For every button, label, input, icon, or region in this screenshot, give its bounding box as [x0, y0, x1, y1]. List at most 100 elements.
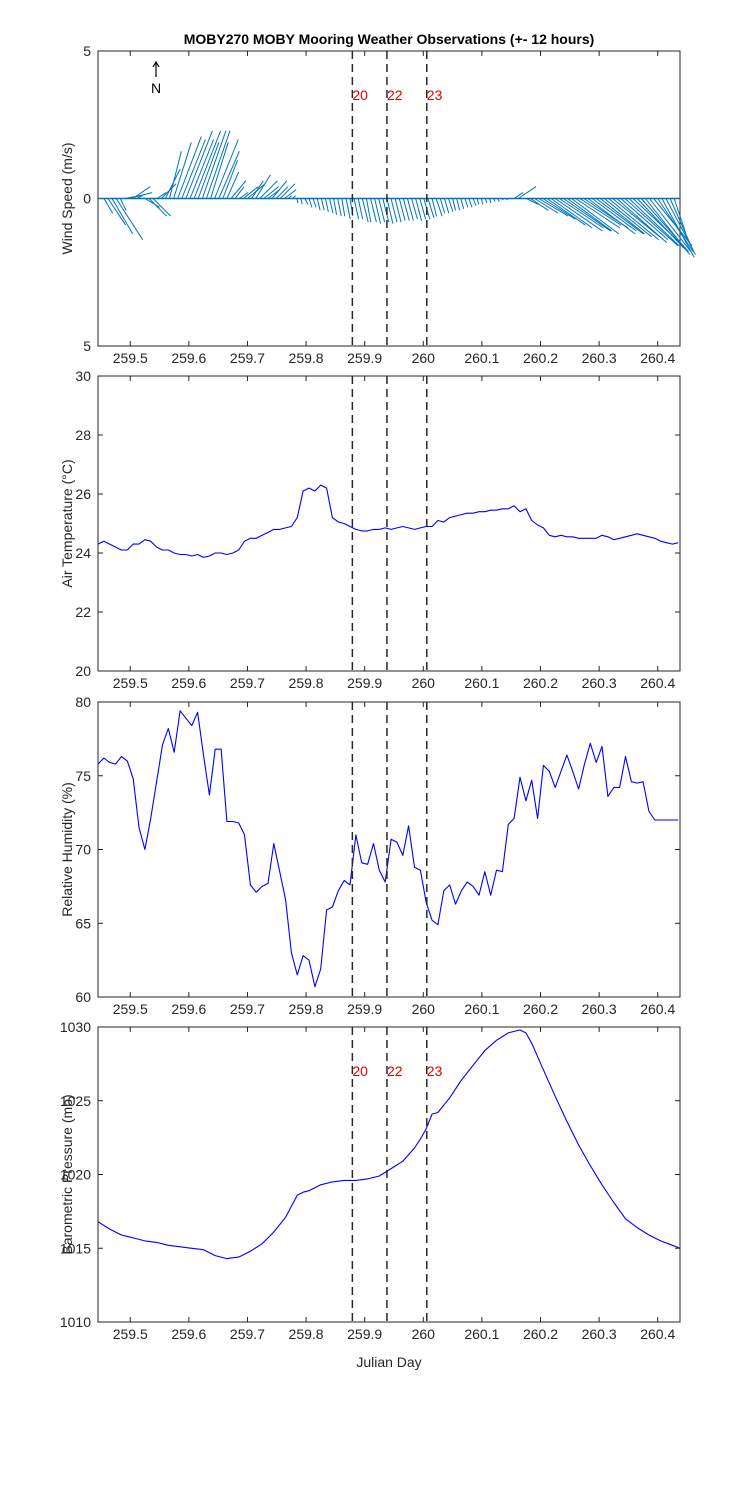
- y-tick-label: 30: [75, 368, 91, 384]
- wind-vector: [263, 186, 279, 199]
- wind-vector: [394, 198, 402, 223]
- observation-marker-label: 20: [352, 1063, 368, 1079]
- wind-vector: [308, 198, 313, 208]
- wind-vector: [439, 198, 446, 214]
- wind-vector: [370, 198, 377, 223]
- x-tick-label: 260.4: [640, 675, 675, 691]
- y-tick-label: 0: [83, 191, 91, 207]
- wind-vector: [312, 198, 317, 208]
- observation-marker-label: 20: [352, 87, 368, 103]
- wind-vector: [550, 198, 593, 229]
- wind-vector: [476, 198, 480, 205]
- x-tick-label: 259.6: [171, 1001, 206, 1017]
- wind-vector: [292, 195, 296, 199]
- wind-vector: [275, 186, 289, 199]
- y-tick-label: 75: [75, 768, 91, 784]
- wind-vector: [337, 198, 342, 217]
- wind-vector: [501, 198, 504, 201]
- wind-vector: [255, 174, 271, 199]
- x-tick-label: 259.8: [289, 675, 324, 691]
- wind-vector: [427, 198, 435, 218]
- panels: 259.5 259.6 259.7 259.8 259.9 26 0 260.1 260.2 26…: [59, 43, 696, 1342]
- x-tick-label: 260.1: [464, 350, 499, 366]
- wind-vector: [115, 198, 144, 241]
- wind-vector: [468, 198, 473, 208]
- wind-vector: [472, 198, 477, 207]
- wind-vector: [320, 198, 325, 211]
- wind-vector: [398, 198, 406, 221]
- y-tick-label: 26: [75, 486, 91, 502]
- x-tick-label: 260.2: [523, 675, 558, 691]
- x-tick-label: 259.7: [230, 675, 265, 691]
- wind-vector: [505, 198, 508, 201]
- wind-vector: [493, 198, 496, 202]
- wind-vector: [628, 198, 680, 247]
- x-tick-label: 259.9: [347, 675, 382, 691]
- wind-vector: [296, 198, 299, 204]
- wind-vector: [259, 180, 278, 199]
- y-tick-label: 1015: [60, 1240, 91, 1256]
- y-tick-label: 5: [83, 338, 91, 354]
- x-tick-label: 260.1: [464, 1001, 499, 1017]
- wind-vector: [197, 142, 220, 199]
- wind-vector: [329, 198, 334, 214]
- x-tick-label: 259.5: [113, 675, 148, 691]
- x-tick-label: 259.8: [289, 1326, 324, 1342]
- wind-vector: [378, 198, 386, 223]
- wind-y-axis-label: Wind Speed (m/s): [59, 142, 75, 254]
- wind-vector: [571, 198, 620, 235]
- wind-vector: [300, 198, 303, 205]
- wind-vector: [189, 139, 215, 199]
- x-tick-label: 260.2: [523, 350, 558, 366]
- x-tick-label: 260.4: [640, 1001, 675, 1017]
- wind-vector: [218, 151, 240, 199]
- wind-vector: [636, 198, 685, 249]
- wind-vector: [374, 198, 382, 224]
- wind-vector: [669, 198, 695, 252]
- wind-vector: [353, 198, 360, 220]
- wind-vector: [205, 130, 231, 199]
- wind-vector: [386, 198, 394, 224]
- wind-vector: [431, 198, 437, 217]
- wind-vector: [214, 139, 239, 199]
- airtemp-series-line: [97, 484, 679, 558]
- x-tick-label: 259.9: [347, 1001, 382, 1017]
- x-tick-label: 260.3: [582, 1001, 617, 1017]
- y-tick-label: 5: [83, 43, 91, 59]
- wind-vector: [645, 198, 691, 255]
- wind-vector: [181, 139, 206, 199]
- north-arrow-head-icon: [152, 60, 160, 68]
- wind-vector: [435, 198, 443, 217]
- wind-vector: [484, 198, 488, 204]
- wind-vector: [304, 198, 309, 205]
- x-tick-label: 260.1: [464, 1326, 499, 1342]
- wind-vector: [575, 198, 621, 229]
- wind-vector: [271, 180, 288, 199]
- wind-vector: [156, 192, 167, 199]
- airtemp-y-axis-label: Air Temperature (°C): [59, 459, 75, 587]
- wind-vector: [608, 198, 659, 241]
- wind-vector: [316, 198, 321, 211]
- wind-vector: [517, 186, 537, 199]
- observation-marker-label: 23: [427, 87, 443, 103]
- wind-vector: [284, 189, 297, 199]
- wind-vector: [595, 198, 644, 235]
- wind-vector: [169, 151, 182, 199]
- x-tick-label: 260.3: [582, 1326, 617, 1342]
- wind-vector: [649, 198, 692, 252]
- x-tick-label: 259.7: [230, 350, 265, 366]
- wind-vector: [456, 198, 461, 211]
- wind-vector: [111, 198, 134, 235]
- wind-vector: [132, 186, 151, 199]
- y-tick-label: 20: [75, 663, 91, 679]
- wind-vector: [324, 198, 329, 212]
- wind-vector: [464, 198, 469, 208]
- wind-vector: [411, 198, 418, 220]
- wind-vector: [673, 198, 687, 235]
- x-tick-label: 260.2: [523, 1001, 558, 1017]
- wind-vector: [415, 198, 423, 221]
- wind-vector: [616, 198, 668, 244]
- x-tick-label: 259.6: [171, 1326, 206, 1342]
- x-tick-label: 260.4: [640, 1326, 675, 1342]
- wind-vector: [402, 198, 410, 221]
